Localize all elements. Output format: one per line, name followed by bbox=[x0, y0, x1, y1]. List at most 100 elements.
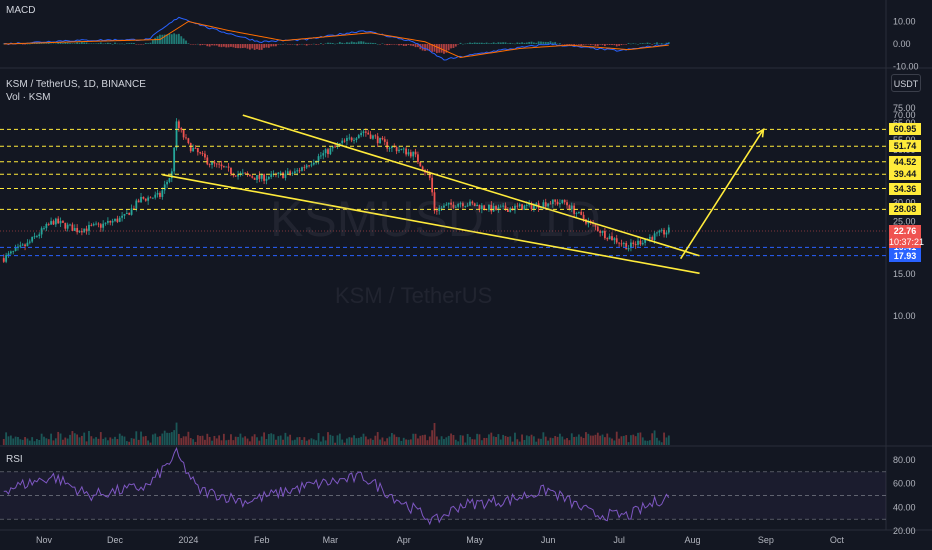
volume-bar bbox=[31, 437, 34, 445]
macd-histogram-bar bbox=[40, 43, 43, 45]
macd-histogram-bar bbox=[267, 44, 270, 48]
volume-bar bbox=[464, 442, 467, 445]
candle-body bbox=[50, 221, 52, 225]
rsi-pane[interactable] bbox=[0, 446, 886, 526]
volume-bar bbox=[52, 440, 55, 445]
volume-bar bbox=[144, 436, 147, 445]
symbol-title[interactable]: KSM / TetherUS, 1D, BINANCE bbox=[6, 79, 146, 90]
volume-bar bbox=[92, 438, 95, 445]
volume-bar bbox=[492, 436, 495, 445]
volume-bar bbox=[563, 439, 566, 445]
price-tick-label: 75.00 bbox=[893, 103, 916, 113]
volume-bar bbox=[499, 439, 502, 445]
volume-bar bbox=[568, 440, 571, 445]
macd-histogram-bar bbox=[582, 44, 585, 45]
candle-body bbox=[97, 223, 100, 225]
volume-bar bbox=[187, 431, 190, 445]
volume-bar bbox=[50, 433, 52, 445]
candle-body bbox=[220, 164, 223, 167]
volume-bar bbox=[457, 441, 460, 445]
macd-histogram-bar bbox=[428, 44, 431, 51]
volume-bar bbox=[320, 441, 322, 445]
candle-body bbox=[305, 165, 308, 168]
volume-bar bbox=[275, 439, 277, 445]
candle-body bbox=[284, 173, 287, 178]
candle-body bbox=[187, 138, 190, 144]
volume-bar bbox=[587, 433, 590, 445]
macd-histogram-bar bbox=[613, 44, 616, 46]
candle-body bbox=[630, 242, 632, 249]
candle-body bbox=[9, 251, 12, 254]
candle-body bbox=[225, 166, 228, 168]
macd-histogram-bar bbox=[627, 43, 630, 44]
candle-body bbox=[492, 206, 495, 212]
candle-body bbox=[561, 199, 564, 204]
candle-body bbox=[540, 207, 542, 209]
macd-histogram-bar bbox=[431, 44, 434, 52]
macd-histogram-bar bbox=[88, 43, 90, 44]
candle-body bbox=[140, 196, 142, 203]
volume-bar bbox=[355, 438, 358, 445]
volume-bar bbox=[488, 434, 490, 445]
volume-label[interactable]: Vol · KSM bbox=[6, 92, 51, 103]
macd-histogram-bar bbox=[592, 44, 594, 45]
volume-bar bbox=[24, 437, 26, 445]
candle-body bbox=[2, 258, 5, 262]
price-tick-label: 30.00 bbox=[893, 198, 916, 208]
candle-body bbox=[234, 175, 237, 177]
level-price-badge: 44.52 bbox=[889, 155, 921, 168]
macd-label[interactable]: MACD bbox=[6, 5, 36, 16]
candle-body bbox=[194, 147, 197, 149]
macd-histogram-bar bbox=[130, 42, 133, 44]
volume-bar bbox=[284, 432, 287, 445]
volume-bar bbox=[237, 436, 239, 445]
currency-button[interactable]: USDT bbox=[891, 74, 921, 92]
volume-bar bbox=[90, 436, 93, 445]
volume-bar bbox=[47, 439, 50, 445]
volume-bar bbox=[414, 433, 417, 445]
volume-bar bbox=[589, 435, 592, 445]
macd-histogram-bar bbox=[658, 43, 661, 45]
rsi-label[interactable]: RSI bbox=[6, 454, 23, 465]
candle-body bbox=[83, 228, 86, 233]
macd-histogram-bar bbox=[398, 44, 400, 46]
macd-histogram-bar bbox=[357, 41, 360, 44]
macd-histogram-bar bbox=[320, 43, 322, 44]
candle-body bbox=[21, 244, 24, 246]
candle-body bbox=[303, 167, 306, 169]
volume-bar bbox=[19, 439, 22, 445]
candle-body bbox=[28, 241, 31, 243]
macd-histogram-bar bbox=[133, 43, 135, 44]
candle-body bbox=[320, 155, 322, 157]
volume-bar bbox=[80, 435, 83, 445]
horizontal-levels[interactable] bbox=[0, 128, 886, 257]
volume-bar bbox=[483, 437, 486, 445]
candle-body bbox=[386, 141, 389, 149]
volume-bar bbox=[648, 440, 651, 445]
macd-pane[interactable] bbox=[2, 16, 670, 61]
candlestick-series[interactable] bbox=[2, 118, 670, 264]
candle-body bbox=[518, 204, 521, 207]
macd-histogram-bar bbox=[450, 44, 452, 49]
candle-body bbox=[270, 173, 273, 177]
candle-body bbox=[168, 178, 171, 182]
volume-bar bbox=[663, 432, 665, 445]
candle-body bbox=[85, 228, 88, 231]
volume-bar bbox=[440, 436, 443, 445]
macd-histogram-bar bbox=[272, 44, 275, 47]
candle-body bbox=[523, 205, 526, 211]
candle-body bbox=[388, 148, 391, 149]
volume-bar bbox=[222, 433, 225, 445]
candle-body bbox=[601, 230, 604, 233]
macd-histogram-bar bbox=[587, 44, 590, 45]
macd-histogram-bar bbox=[577, 44, 580, 45]
volume-bar bbox=[381, 437, 384, 445]
macd-histogram-bar bbox=[305, 44, 308, 46]
candle-body bbox=[353, 139, 355, 141]
level-price-badge: 28.08 bbox=[889, 203, 921, 216]
macd-histogram-bar bbox=[471, 42, 474, 44]
macd-histogram-bar bbox=[237, 44, 239, 49]
trendlines[interactable] bbox=[162, 114, 765, 275]
volume-bar bbox=[204, 439, 206, 445]
